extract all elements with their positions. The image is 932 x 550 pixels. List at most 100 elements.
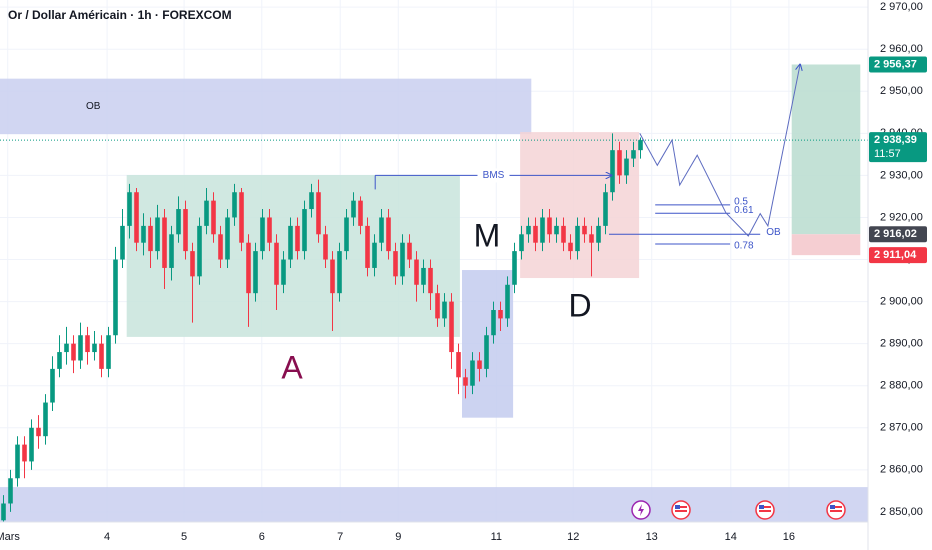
candle-body <box>57 352 62 369</box>
candle-body <box>393 251 398 277</box>
candle-body <box>197 225 202 277</box>
candle-body <box>547 217 552 235</box>
y-tick-label: 2 920,00 <box>880 211 923 223</box>
candle-body <box>295 225 300 252</box>
candle-body <box>344 217 349 252</box>
x-tick-label: 14 <box>725 531 737 543</box>
candle-body <box>15 444 20 479</box>
candle-body <box>407 242 412 260</box>
candle-body <box>190 251 195 277</box>
candle-body <box>225 217 230 260</box>
y-tick-label: 2 970,00 <box>880 1 923 13</box>
candle-body <box>141 225 146 243</box>
candle-body <box>449 301 454 353</box>
candle-body <box>127 192 132 226</box>
candle-body <box>400 242 405 277</box>
candle-body <box>8 478 13 504</box>
candle-body <box>85 335 90 353</box>
y-tick-label: 2 870,00 <box>880 422 923 434</box>
zone <box>0 487 868 522</box>
candle-body <box>575 225 580 252</box>
candle-body <box>22 444 27 462</box>
candle-body <box>372 242 377 268</box>
y-tick-label: 2 880,00 <box>880 380 923 392</box>
candle-body <box>260 217 265 252</box>
y-tick-label: 2 860,00 <box>880 464 923 476</box>
price-tag-label: 2 938,39 <box>874 134 917 146</box>
x-tick-label: 12 <box>567 531 579 543</box>
candle-body <box>162 217 167 268</box>
y-tick-label: 2 960,00 <box>880 43 923 55</box>
candle-body <box>302 209 307 252</box>
candle-body <box>337 251 342 294</box>
candle-body <box>421 267 426 285</box>
candle-body <box>330 259 335 294</box>
x-tick-label: 13 <box>646 531 658 543</box>
candle-body <box>491 310 496 336</box>
candle-body <box>92 343 97 353</box>
candle-body <box>36 427 41 437</box>
candle-body <box>561 225 566 243</box>
candle-body <box>386 217 391 252</box>
candle-body <box>568 242 573 252</box>
pattern-label: M <box>474 217 501 253</box>
candle-body <box>274 242 279 285</box>
y-tick-label: 2 900,00 <box>880 295 923 307</box>
candle-body <box>435 293 440 319</box>
price-tag <box>869 56 927 73</box>
candle-body <box>323 234 328 260</box>
flag-icon[interactable] <box>671 500 691 520</box>
candle-body <box>246 242 251 294</box>
countdown: 11:57 <box>874 148 901 160</box>
candle-body <box>365 225 370 268</box>
candle-body <box>211 200 216 235</box>
candle-body <box>351 200 356 218</box>
candle-body <box>442 301 447 319</box>
candle-body <box>204 200 209 226</box>
candle-body <box>603 192 608 226</box>
x-tick-label: Mars <box>0 531 20 543</box>
price-tag-label: 2 911,04 <box>874 249 917 261</box>
candle-body <box>589 234 594 243</box>
candle-body <box>155 217 160 252</box>
candle-body <box>470 360 475 386</box>
projection-path <box>639 64 800 237</box>
bms-label-bg <box>477 168 510 183</box>
candle-body <box>176 209 181 235</box>
candle-body <box>288 225 293 260</box>
candle-body <box>106 335 111 369</box>
event-icons <box>631 500 846 520</box>
chart-title: Or / Dollar Américain · 1h · FOREXCOM <box>8 8 232 22</box>
x-tick-label: 11 <box>491 531 502 543</box>
candle-body <box>414 259 419 285</box>
candle-body <box>498 310 503 319</box>
candle-body <box>1 503 6 521</box>
candle-body <box>148 225 153 252</box>
candle-body <box>71 343 76 361</box>
candle-body <box>582 225 587 235</box>
plot-area: OB BMS 0.50.61 0.78 OB A M D <box>0 0 868 522</box>
y-tick-label: 2 890,00 <box>880 338 923 350</box>
x-tick-label: 5 <box>181 531 187 543</box>
price-tag-label: 2 916,02 <box>874 228 917 240</box>
candle-body <box>78 335 83 361</box>
zone <box>791 234 861 256</box>
candle-body <box>267 217 272 243</box>
event-icon-glyph <box>638 504 644 516</box>
flag-icon[interactable] <box>755 500 775 520</box>
candle-body <box>624 158 629 176</box>
x-tick-label: 9 <box>395 531 401 543</box>
ob-label: OB <box>766 227 781 238</box>
candle-body <box>43 402 48 437</box>
price-tag-label: 2 956,37 <box>874 58 917 70</box>
candle-body <box>218 234 223 260</box>
y-tick-label: 2 850,00 <box>880 506 923 518</box>
candle-body <box>463 377 468 386</box>
candle-body <box>29 427 34 462</box>
candle-body <box>477 360 482 369</box>
candle-body <box>232 192 237 218</box>
candle-body <box>519 234 524 252</box>
flag-icon[interactable] <box>826 500 846 520</box>
candle-body <box>638 140 643 151</box>
